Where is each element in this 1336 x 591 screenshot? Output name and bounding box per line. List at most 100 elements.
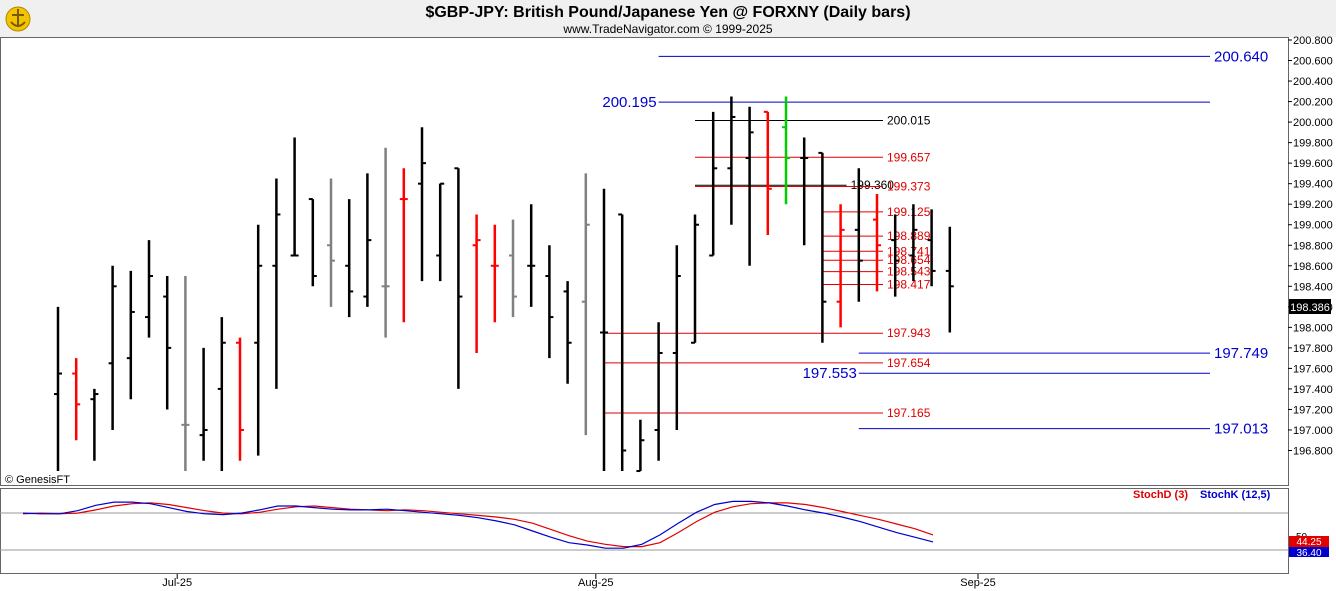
level-label: 198.543 xyxy=(887,265,931,279)
watermark: © GenesisFT xyxy=(5,474,70,486)
ohlc-bar xyxy=(636,419,645,473)
y-tick-label: 200.400 xyxy=(1293,76,1333,88)
ohlc-bar xyxy=(927,209,936,287)
y-tick-label: 196.800 xyxy=(1293,446,1333,458)
ohlc-bars xyxy=(54,96,954,473)
ohlc-bar xyxy=(691,214,699,344)
stoch-k-line xyxy=(22,500,934,549)
ohlc-bar xyxy=(545,245,554,359)
stoch-d-value: 44.25 xyxy=(1296,537,1321,548)
ohlc-bar xyxy=(145,240,153,338)
ohlc-bar xyxy=(745,106,754,266)
ohlc-bar xyxy=(727,96,736,225)
ohlc-bar xyxy=(527,204,536,307)
chart-subtitle: www.TradeNavigator.com © 1999-2025 xyxy=(562,22,772,36)
ohlc-bar xyxy=(308,198,317,287)
ohlc-bar xyxy=(891,214,900,297)
price-levels: 200.640 200.195 200.015 199.657 199.360199.3… xyxy=(602,48,1268,437)
x-tick-label: Sep-25 xyxy=(960,577,995,589)
ohlc-bar xyxy=(763,110,772,235)
ohlc-bar xyxy=(108,265,117,430)
ohlc-bar xyxy=(782,96,790,205)
ohlc-bar xyxy=(126,270,135,400)
level-label: 200.640 xyxy=(1214,48,1268,65)
ohlc-bar xyxy=(818,151,827,343)
level-label: 200.195 xyxy=(602,94,656,111)
ohlc-bar xyxy=(854,168,863,302)
level-label: 198.417 xyxy=(887,278,931,292)
y-tick-label: 200.000 xyxy=(1293,117,1333,129)
ohlc-bar xyxy=(454,167,463,389)
y-tick-label: 197.600 xyxy=(1293,363,1333,375)
y-tick-label: 197.000 xyxy=(1293,425,1333,437)
level-label: 197.013 xyxy=(1214,421,1268,438)
y-tick-label: 198.400 xyxy=(1293,281,1333,293)
y-tick-label: 199.400 xyxy=(1293,179,1333,191)
ohlc-bar xyxy=(836,204,845,328)
y-tick-label: 199.200 xyxy=(1293,199,1333,211)
x-tick-label: Jul-25 xyxy=(162,577,192,589)
ohlc-bar xyxy=(909,204,918,282)
ohlc-bar xyxy=(54,306,62,472)
ohlc-bar xyxy=(254,224,263,456)
stoch-k-value: 36.40 xyxy=(1296,548,1321,559)
ohlc-bar xyxy=(345,199,354,318)
level-label: 199.373 xyxy=(887,179,931,193)
ohlc-bar xyxy=(945,226,954,333)
ohlc-bar xyxy=(363,173,372,307)
x-tick-label: Aug-25 xyxy=(578,577,613,589)
y-tick-label: 200.600 xyxy=(1293,56,1333,68)
last-price-label: 198.386 xyxy=(1290,302,1330,314)
y-tick-label: 198.000 xyxy=(1293,322,1333,334)
level-label: 199.657 xyxy=(887,150,931,164)
ohlc-bar xyxy=(163,276,172,410)
ohlc-bar xyxy=(618,213,627,472)
ohlc-bar xyxy=(800,137,809,246)
last-price-badge: 198.386 xyxy=(1289,299,1331,314)
stoch-d-line xyxy=(22,502,934,548)
level-label: 197.165 xyxy=(887,406,931,420)
ohlc-bar xyxy=(217,317,226,472)
ohlc-bar xyxy=(236,337,244,461)
ohlc-bar xyxy=(600,188,608,472)
ohlc-bar xyxy=(509,219,517,318)
ohlc-bar xyxy=(563,281,572,384)
y-tick-label: 199.000 xyxy=(1293,220,1333,232)
ohlc-bar xyxy=(418,127,426,282)
level-label: 199.360 xyxy=(851,178,895,192)
level-label: 197.553 xyxy=(803,365,857,382)
ohlc-bar xyxy=(90,388,99,461)
chart-title: $GBP-JPY: British Pound/Japanese Yen @ F… xyxy=(425,4,910,21)
stoch-k-value-badge: 36.40 xyxy=(1289,547,1329,559)
level-label: 197.749 xyxy=(1214,345,1268,362)
ohlc-bar xyxy=(672,245,681,430)
ohlc-bar xyxy=(290,137,299,257)
level-label: 199.125 xyxy=(887,205,931,219)
level-label: 198.889 xyxy=(887,229,931,243)
stoch-panel-frame xyxy=(0,488,1289,574)
tradenavigator-anchor-icon xyxy=(5,6,31,32)
stochastic-lines xyxy=(22,500,934,549)
level-label: 200.015 xyxy=(887,114,931,128)
ohlc-bar xyxy=(490,224,499,323)
y-tick-label: 200.200 xyxy=(1293,97,1333,109)
ohlc-bar xyxy=(436,182,445,282)
ohlc-bar xyxy=(381,147,390,338)
legend-stochd: StochD (3) xyxy=(1133,489,1188,501)
y-tick-label: 197.200 xyxy=(1293,404,1333,416)
ohlc-bar xyxy=(199,347,208,461)
level-label: 197.654 xyxy=(887,356,931,370)
ohlc-bar xyxy=(327,178,335,307)
date-x-axis: Jul-25 Aug-25 Sep-25 xyxy=(162,574,996,589)
ohlc-bar xyxy=(472,214,481,354)
level-label: 197.943 xyxy=(887,326,931,340)
ohlc-bar xyxy=(709,111,718,257)
price-y-axis: 196.800 197.000 197.200 197.400 197.600 197.8… xyxy=(1288,35,1333,458)
ohlc-bar xyxy=(581,173,590,436)
y-tick-label: 197.400 xyxy=(1293,384,1333,396)
y-tick-label: 197.800 xyxy=(1293,343,1333,355)
ohlc-bar xyxy=(72,358,81,441)
